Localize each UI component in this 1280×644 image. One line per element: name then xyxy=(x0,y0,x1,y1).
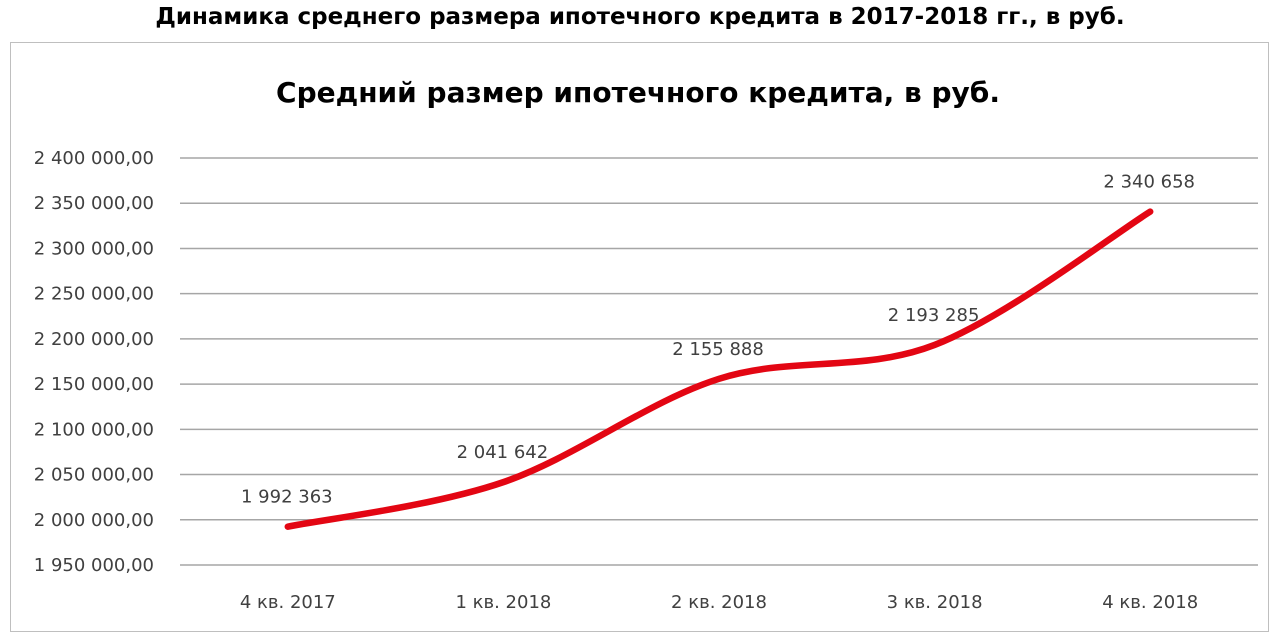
series-group xyxy=(284,208,1154,530)
y-tick-label: 2 100 000,00 xyxy=(34,419,154,440)
y-tick-label: 2 050 000,00 xyxy=(34,465,154,486)
y-tick-label: 2 150 000,00 xyxy=(34,374,154,395)
page-heading: Динамика среднего размера ипотечного кре… xyxy=(155,4,1125,30)
y-tick-label: 2 000 000,00 xyxy=(34,510,154,531)
x-axis-category-labels: 4 кв. 2017 1 кв. 2018 2 кв. 2018 3 кв. 2018… xyxy=(240,592,1198,613)
data-labels: 1 992 363 2 041 642 2 155 888 2 193 285 2 34… xyxy=(241,172,1195,508)
y-tick-label: 1 950 000,00 xyxy=(34,555,154,576)
y-axis-tick-labels: 1 950 000,00 2 000 000,00 2 050 000,00 2 10… xyxy=(34,148,154,576)
data-label: 2 340 658 xyxy=(1103,172,1195,193)
y-tick-label: 2 400 000,00 xyxy=(34,148,154,169)
x-category-label: 1 кв. 2018 xyxy=(455,592,551,613)
chart-title: Средний размер ипотечного кредита, в руб… xyxy=(276,76,1000,109)
series-line xyxy=(284,208,1154,530)
x-category-label: 4 кв. 2017 xyxy=(240,592,336,613)
y-tick-label: 2 300 000,00 xyxy=(34,238,154,259)
data-label: 2 041 642 xyxy=(457,442,549,463)
x-category-label: 4 кв. 2018 xyxy=(1102,592,1198,613)
data-label: 2 193 285 xyxy=(888,305,980,326)
y-tick-label: 2 200 000,00 xyxy=(34,329,154,350)
chart-frame xyxy=(10,42,1269,632)
x-category-label: 3 кв. 2018 xyxy=(887,592,983,613)
x-category-label: 2 кв. 2018 xyxy=(671,592,767,613)
data-label: 2 155 888 xyxy=(672,339,764,360)
y-tick-label: 2 350 000,00 xyxy=(34,193,154,214)
data-label: 1 992 363 xyxy=(241,487,333,508)
gridlines xyxy=(180,157,1258,566)
y-tick-label: 2 250 000,00 xyxy=(34,284,154,305)
